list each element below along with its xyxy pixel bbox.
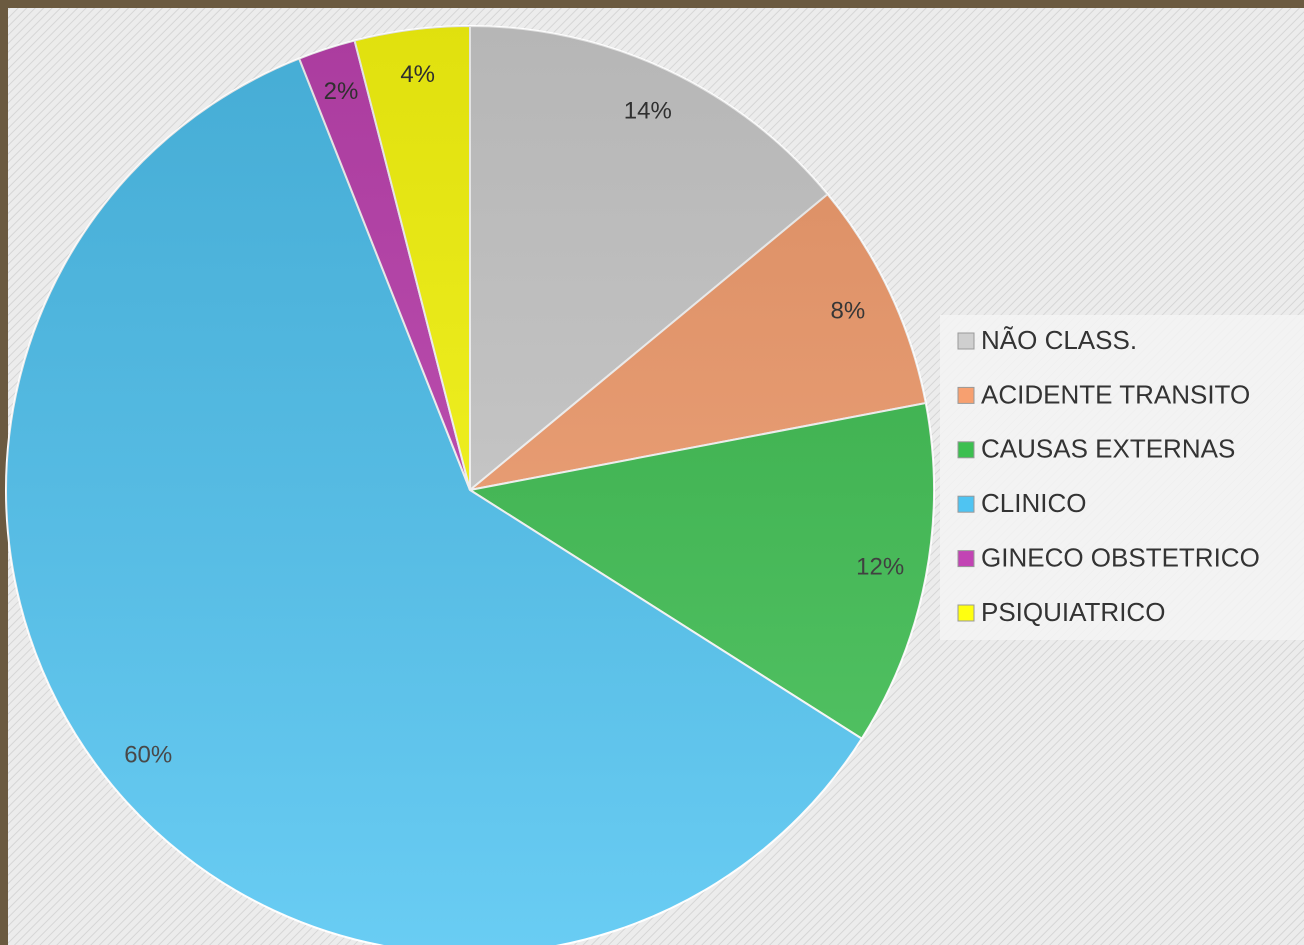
data-label: 12% [856,554,904,581]
legend-label: PSIQUIATRICO [981,597,1165,627]
legend-swatch [957,550,975,568]
legend-swatch [957,386,975,404]
legend-label: CAUSAS EXTERNAS [981,434,1235,464]
legend-label: NÃO CLASS. [981,325,1137,355]
legend-label: CLINICO [981,488,1086,518]
data-label: 8% [831,298,866,325]
data-label: 60% [124,742,172,769]
legend-label: ACIDENTE TRANSITO [981,379,1250,409]
legend-swatch [957,495,975,513]
legend-swatch [957,441,975,459]
legend-swatch [957,604,975,622]
data-label: 2% [324,78,359,105]
legend-swatch [957,332,975,350]
legend-box [940,315,1304,640]
data-label: 14% [624,97,672,124]
legend-label: GINECO OBSTETRICO [981,542,1260,572]
data-label: 4% [400,61,435,88]
